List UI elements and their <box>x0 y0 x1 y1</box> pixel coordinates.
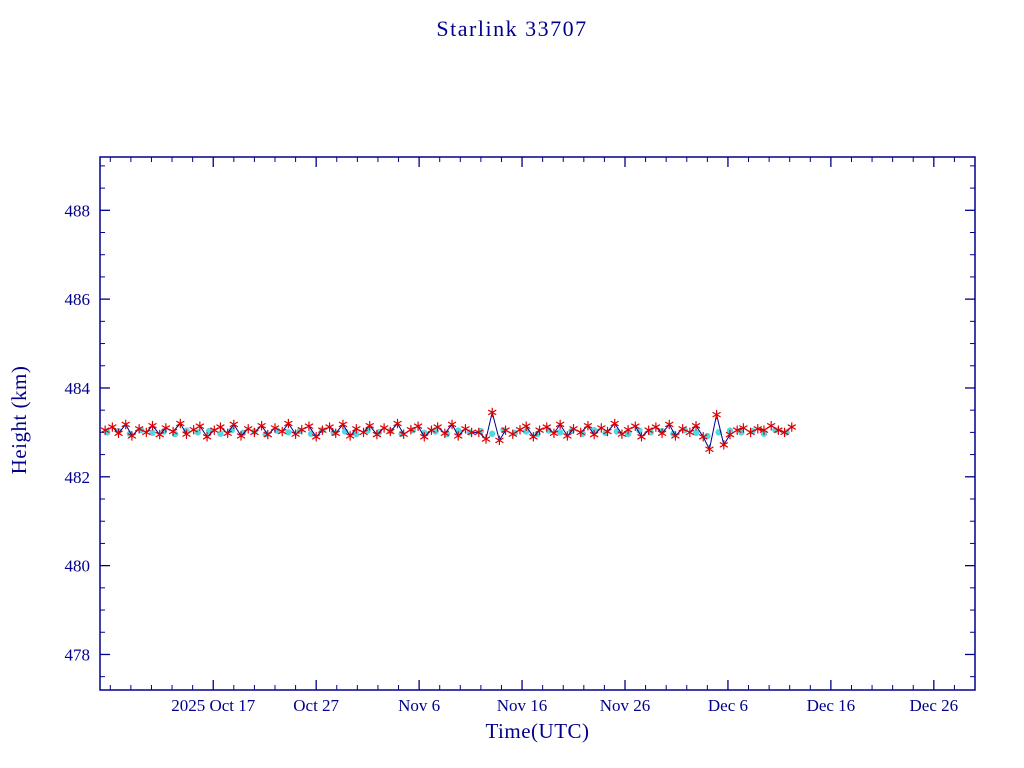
y-tick-label: 478 <box>65 645 91 664</box>
x-tick-label: Oct 27 <box>293 696 339 715</box>
y-axis-ticks: 478 480 482 484 486 488 <box>65 201 975 664</box>
x-tick-label: Dec 16 <box>807 696 856 715</box>
x-tick-label: Nov 6 <box>398 696 440 715</box>
x-axis-minor-ticks <box>109 157 955 690</box>
x-tick-label: Nov 26 <box>600 696 651 715</box>
x-tick-label: Dec 26 <box>910 696 959 715</box>
x-tick-label: Dec 6 <box>708 696 748 715</box>
chart-title: Starlink 33707 <box>436 16 588 41</box>
y-tick-label: 482 <box>65 468 91 487</box>
x-axis-label: Time(UTC) <box>485 719 590 743</box>
x-tick-label: Nov 16 <box>497 696 548 715</box>
x-tick-label: 2025 Oct 17 <box>171 696 256 715</box>
y-axis-minor-ticks <box>100 165 975 678</box>
axis-frame <box>99 156 976 691</box>
y-tick-label: 488 <box>65 201 91 220</box>
y-tick-label: 480 <box>65 557 91 576</box>
y-tick-label: 484 <box>65 379 91 398</box>
y-tick-label: 486 <box>65 290 91 309</box>
x-axis-ticks: 2025 Oct 17 Oct 27 Nov 6 Nov 16 Nov 26 Dec 6 D… <box>171 157 958 715</box>
series-measured-height <box>100 407 796 455</box>
